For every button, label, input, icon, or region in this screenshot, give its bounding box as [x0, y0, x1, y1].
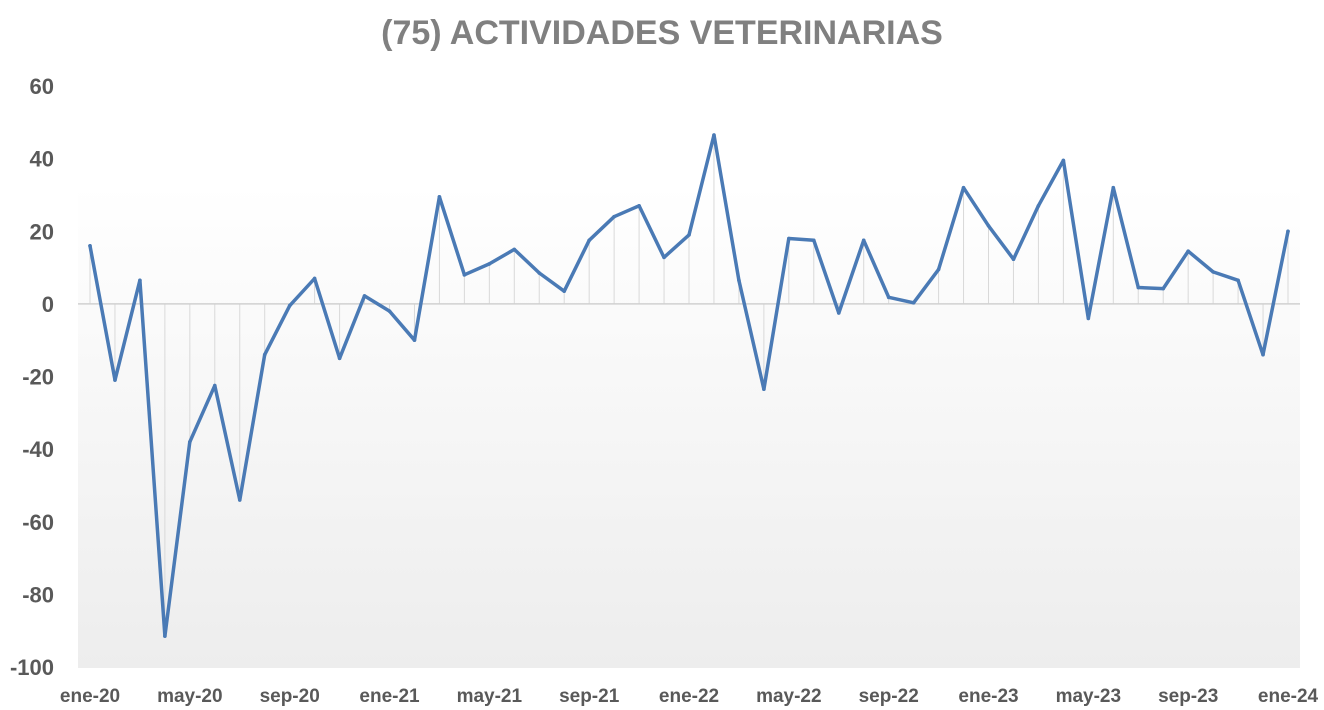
- x-tick-label: may-23: [1056, 686, 1122, 707]
- x-tick-label: sep-21: [559, 686, 620, 707]
- x-tick-label: may-20: [157, 686, 223, 707]
- x-tick-label: ene-20: [60, 686, 120, 707]
- data-point: [1136, 285, 1141, 290]
- y-tick-label: -60: [22, 510, 54, 535]
- data-point: [687, 233, 691, 237]
- data-point: [1061, 158, 1066, 163]
- data-point: [138, 278, 142, 283]
- data-point: [88, 243, 92, 248]
- data-point: [986, 224, 991, 228]
- data-point: [287, 303, 292, 308]
- data-point: [387, 309, 392, 313]
- data-point: [188, 440, 192, 444]
- data-point: [787, 236, 791, 241]
- x-tick-label: sep-23: [1158, 686, 1218, 707]
- data-point: [412, 338, 417, 342]
- data-point: [1211, 270, 1215, 274]
- drop-lines: [89, 135, 1289, 637]
- data-point: [362, 294, 367, 298]
- data-point: [737, 278, 741, 283]
- data-point: [637, 204, 641, 208]
- data-point: [562, 289, 567, 293]
- data-point: [712, 133, 716, 137]
- data-point: [113, 378, 117, 382]
- data-point: [237, 498, 242, 502]
- data-point: [512, 247, 517, 252]
- data-point: [886, 295, 891, 300]
- x-tick-label: may-22: [756, 686, 822, 707]
- x-axis: ene-20 may-20 sep-20 ene-21 may-21 sep-21 ene-…: [60, 686, 1319, 707]
- data-point: [662, 255, 666, 260]
- data-point: [212, 383, 217, 388]
- data-point: [337, 356, 342, 361]
- data-point: [936, 267, 941, 272]
- x-tick-label: ene-22: [659, 686, 719, 707]
- y-axis: 60 40 20 0 -20 -40 -60 -80 -100: [10, 74, 54, 680]
- data-point: [587, 238, 591, 243]
- data-point: [961, 185, 966, 190]
- data-point: [1011, 257, 1016, 262]
- y-tick-label: 60: [30, 74, 54, 99]
- data-point: [312, 276, 317, 281]
- data-point: [1111, 185, 1116, 190]
- y-tick-label: 0: [42, 292, 54, 317]
- data-point: [537, 271, 542, 275]
- y-tick-label: -40: [22, 437, 54, 462]
- chart-title: (75) ACTIVIDADES VETERINARIAS: [381, 14, 943, 52]
- y-tick-label: -100: [10, 655, 54, 680]
- x-tick-label: sep-20: [260, 686, 320, 707]
- data-point: [762, 387, 766, 392]
- data-point: [861, 238, 866, 243]
- data-point: [1236, 278, 1240, 283]
- x-tick-label: sep-22: [859, 686, 919, 707]
- x-tick-label: ene-23: [958, 686, 1018, 707]
- x-tick-label: ene-24: [1258, 686, 1319, 707]
- data-point: [462, 273, 467, 277]
- y-tick-label: -20: [22, 365, 54, 390]
- x-tick-label: may-21: [457, 686, 523, 707]
- data-point: [612, 214, 616, 219]
- data-point: [1036, 204, 1041, 208]
- data-point: [1286, 229, 1290, 234]
- data-point: [1186, 249, 1190, 254]
- series-group: [88, 133, 1290, 638]
- y-tick-label: 40: [30, 147, 54, 172]
- data-point: [836, 311, 841, 315]
- data-point: [1086, 316, 1091, 321]
- data-point: [437, 194, 442, 199]
- y-tick-label: 20: [30, 219, 54, 244]
- data-point: [1261, 352, 1265, 357]
- y-tick-label: -80: [22, 582, 54, 607]
- data-point: [1161, 286, 1166, 291]
- data-point: [262, 352, 267, 357]
- data-point: [811, 238, 816, 243]
- data-point: [163, 634, 167, 638]
- data-point: [911, 300, 916, 305]
- data-point: [487, 262, 492, 266]
- x-tick-label: ene-21: [359, 686, 420, 707]
